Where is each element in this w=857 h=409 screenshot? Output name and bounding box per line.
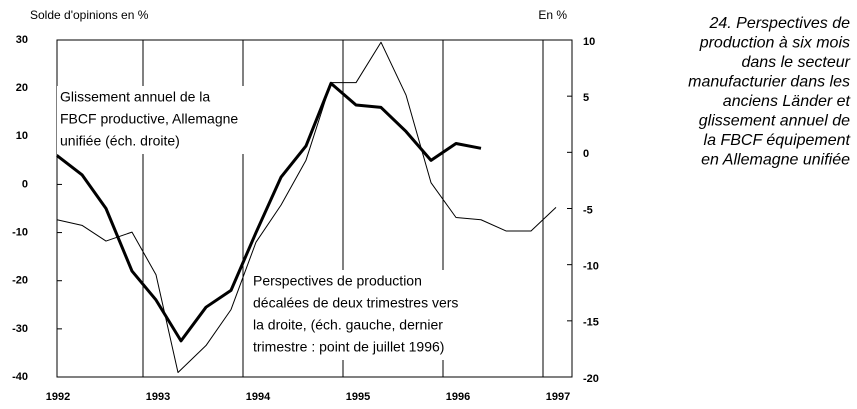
y-tick-label: -40 xyxy=(12,371,28,383)
caption: manufacturier dans les xyxy=(688,74,850,91)
y-tick-label: 0 xyxy=(22,178,28,190)
y-tick-label: 30 xyxy=(16,34,28,46)
y2-tick-label: 5 xyxy=(583,92,589,104)
y-tick-label: 10 xyxy=(16,130,28,142)
y2-tick-label: -10 xyxy=(583,261,599,273)
annotation: décalées de deux trimestres vers xyxy=(253,295,458,311)
caption: glissement annuel de xyxy=(699,113,850,130)
y-axis-label: Solde d'opinions en % xyxy=(30,8,149,22)
y2-tick-label: 0 xyxy=(583,148,589,160)
annotation: unifiée (éch. droite) xyxy=(60,133,180,149)
x-tick-label: 1997 xyxy=(546,391,570,403)
annotation: Glissement annuel de la xyxy=(60,89,210,105)
caption: en Allemagne unifiée xyxy=(701,152,850,169)
x-tick-label: 1995 xyxy=(346,391,370,403)
y2-tick-label: -5 xyxy=(583,204,593,216)
y-tick-label: -20 xyxy=(12,275,28,287)
caption: la FBCF équipement xyxy=(704,132,851,149)
y-tick-label: -30 xyxy=(12,323,28,335)
annotation: trimestre : point de juillet 1996) xyxy=(253,339,444,355)
annotation-bg xyxy=(250,270,510,360)
annotation: Perspectives de production xyxy=(253,273,422,289)
y2-tick-label: -20 xyxy=(583,373,599,385)
caption: production à six mois xyxy=(699,35,850,52)
x-tick-label: 1994 xyxy=(246,391,271,403)
x-tick-label: 1992 xyxy=(46,391,70,403)
y-tick-label: -10 xyxy=(12,226,28,238)
caption: dans le secteur xyxy=(741,54,850,71)
x-tick-label: 1993 xyxy=(146,391,170,403)
data-line xyxy=(56,81,482,343)
x-tick-label: 1996 xyxy=(446,391,470,403)
annotation: la droite, (éch. gauche, dernier xyxy=(253,317,443,333)
caption: anciens Länder et xyxy=(723,93,851,110)
y2-tick-label: -15 xyxy=(583,317,599,329)
y2-tick-label: 10 xyxy=(583,36,595,48)
y-tick-label: 20 xyxy=(16,82,28,94)
caption: 24. Perspectives de xyxy=(708,15,850,32)
annotation: FBCF productive, Allemagne xyxy=(60,111,238,127)
data-line xyxy=(56,41,557,374)
y2-axis-label: En % xyxy=(538,8,567,22)
annotation-bg xyxy=(57,86,267,154)
